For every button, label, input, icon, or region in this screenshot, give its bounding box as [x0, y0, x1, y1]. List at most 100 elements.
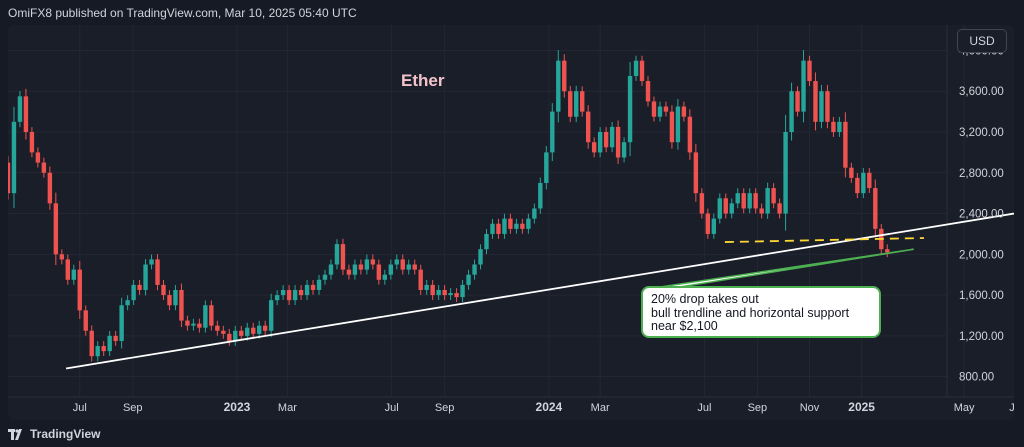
candle — [322, 269, 328, 285]
candle — [460, 279, 465, 303]
candle — [274, 290, 280, 306]
candle — [855, 172, 860, 199]
candle — [609, 122, 615, 153]
candle — [394, 254, 399, 270]
candle — [789, 82, 794, 141]
candle — [699, 188, 705, 219]
candle — [382, 269, 388, 285]
candle — [107, 330, 112, 357]
candle — [83, 305, 88, 336]
price-tick-label: 3,600.00 — [959, 86, 1004, 98]
time-tick-label: Sep — [123, 402, 143, 414]
price-tick-label: 2,000.00 — [959, 249, 1004, 261]
candle — [173, 285, 178, 311]
candlestick-series — [8, 49, 890, 362]
candle — [693, 143, 699, 202]
candle — [861, 167, 866, 199]
candle — [448, 288, 453, 300]
annotation-line-1: 20% drop takes out — [651, 292, 759, 306]
candle — [466, 269, 471, 290]
candle — [747, 188, 752, 214]
candle — [705, 208, 711, 239]
candle — [580, 86, 585, 117]
candle — [179, 283, 184, 327]
candle — [388, 259, 393, 280]
candle — [280, 285, 286, 300]
time-tick-label: Nov — [800, 402, 820, 414]
candle — [765, 182, 770, 219]
candle — [376, 259, 382, 285]
candle — [298, 285, 304, 300]
candle — [436, 285, 441, 300]
candle — [418, 264, 423, 295]
candle — [239, 325, 244, 341]
candle — [65, 254, 70, 285]
candle — [735, 188, 740, 209]
candle — [119, 297, 124, 349]
candle — [657, 101, 663, 122]
candle — [77, 261, 82, 319]
candle — [454, 288, 459, 303]
candle — [53, 192, 59, 266]
candle — [251, 322, 256, 339]
candle — [621, 137, 627, 163]
time-tick-label: Jul — [1009, 402, 1014, 414]
footer-brand[interactable]: TradingView — [8, 427, 100, 441]
candle — [514, 218, 519, 234]
candle — [795, 86, 800, 117]
annotation-line-3: near $2,100 — [651, 319, 718, 333]
candle — [867, 167, 872, 193]
currency-badge[interactable]: USD — [957, 29, 1007, 53]
candle — [149, 254, 154, 270]
candle — [262, 320, 268, 336]
candle — [771, 183, 776, 209]
time-tick-label: 2025 — [848, 400, 875, 414]
candle — [741, 188, 746, 214]
candle — [687, 109, 693, 160]
candle — [603, 127, 609, 153]
candle — [155, 254, 160, 291]
time-tick-label: 2023 — [224, 400, 251, 414]
candle — [675, 99, 681, 150]
candle — [340, 238, 346, 275]
candle — [508, 213, 513, 234]
price-tick-label: 2,400.00 — [959, 209, 1004, 221]
candle — [137, 279, 142, 295]
candle — [585, 105, 591, 149]
candle — [633, 55, 639, 81]
price-chart[interactable]: 800.00 1,200.00 1,600.00 2,000.00 2,400.00 2,… — [8, 25, 1014, 420]
candle — [71, 264, 76, 285]
candle — [490, 218, 495, 239]
candle — [759, 203, 764, 219]
candle — [556, 49, 561, 123]
candle — [11, 106, 17, 209]
candle — [203, 300, 208, 333]
candle — [245, 322, 250, 341]
candle — [831, 116, 836, 137]
chart-title: Ether — [401, 71, 445, 90]
candle — [783, 114, 788, 231]
candle — [257, 320, 262, 339]
candle — [478, 244, 483, 270]
candle — [185, 315, 190, 331]
candle — [131, 279, 136, 306]
time-tick-label: Sep — [748, 402, 768, 414]
chart-frame[interactable]: 800.00 1,200.00 1,600.00 2,000.00 2,400.00 2,… — [8, 25, 1014, 420]
candle — [17, 90, 23, 128]
candle — [424, 279, 429, 295]
published-by-line: OmiFX8 published on TradingView.com, Mar… — [8, 6, 357, 20]
candle — [113, 330, 118, 346]
candle — [484, 229, 489, 255]
candle — [47, 166, 53, 210]
candle — [95, 341, 100, 362]
candle — [639, 55, 645, 86]
time-tick-label: Jul — [385, 402, 399, 414]
candle — [125, 295, 130, 311]
horizontal-support-line — [724, 237, 925, 243]
time-tick-label: Jul — [73, 402, 87, 414]
bull-trendline — [65, 212, 1014, 370]
candle — [328, 259, 334, 280]
time-tick-label: Jul — [697, 402, 711, 414]
price-tick-label: 1,200.00 — [959, 331, 1004, 343]
candle — [430, 279, 435, 300]
